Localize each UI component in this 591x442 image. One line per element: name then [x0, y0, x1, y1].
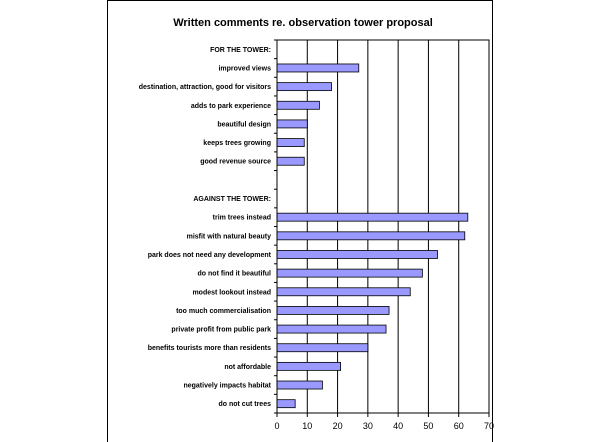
x-tick-label: 0	[274, 421, 279, 431]
x-tick-label: 40	[393, 421, 403, 431]
x-tick-label: 70	[484, 421, 494, 431]
gridlines	[306, 40, 490, 413]
bars	[276, 63, 469, 409]
bar	[276, 100, 320, 110]
x-tick-label: 50	[423, 421, 433, 431]
category-label: private profit from public park	[171, 327, 271, 334]
bar	[276, 138, 305, 147]
category-label: park does not need any development	[148, 252, 272, 259]
category-label: adds to park experience	[191, 103, 271, 110]
right-frame-line	[492, 0, 493, 442]
left-frame-line	[107, 0, 108, 442]
category-labels: FOR THE TOWER: improved views destination,…	[139, 47, 272, 408]
bar	[276, 268, 423, 278]
bar	[276, 156, 305, 166]
axes	[274, 39, 490, 417]
category-label: keeps trees growing	[203, 140, 271, 147]
x-tick-label: 30	[363, 421, 373, 431]
category-label: benefits tourists more than residents	[148, 345, 271, 352]
category-label: do not find it beautiful	[198, 271, 272, 278]
bar	[276, 306, 390, 315]
category-label: improved views	[218, 65, 271, 72]
category-label: modest lookout instead	[192, 289, 271, 296]
bar	[276, 250, 438, 259]
category-label: FOR THE TOWER:	[210, 47, 271, 54]
bar	[276, 212, 469, 222]
category-label: misfit with natural beauty	[187, 233, 272, 240]
bar	[276, 324, 387, 334]
category-label: not affordable	[224, 364, 271, 371]
category-label: negatively impacts habitat	[183, 383, 271, 390]
category-label: trim trees instead	[213, 215, 271, 222]
category-label: too much commercialisation	[176, 308, 271, 315]
x-tick-label: 10	[302, 421, 312, 431]
category-label: beautiful design	[217, 121, 271, 128]
category-label: do not cut trees	[218, 401, 271, 408]
x-tick-label: 60	[454, 421, 464, 431]
bar	[276, 119, 308, 129]
category-label: AGAINST THE TOWER:	[193, 196, 271, 203]
bar	[276, 399, 296, 409]
category-label: destination, attraction, good for visito…	[139, 84, 271, 91]
plot-area	[276, 39, 490, 414]
bar	[276, 380, 323, 390]
bar	[276, 361, 341, 371]
bar	[276, 343, 369, 353]
x-tick-label: 20	[333, 421, 343, 431]
chart-title: Written comments re. observation tower p…	[173, 17, 433, 29]
bar	[276, 287, 411, 297]
x-tick-labels: 0 10 20 30 40 50 60 70	[274, 421, 494, 431]
bar	[276, 63, 360, 73]
top-frame-line	[107, 0, 493, 1]
bar	[276, 231, 466, 241]
category-label: good revenue source	[200, 159, 271, 166]
bar	[276, 82, 332, 92]
